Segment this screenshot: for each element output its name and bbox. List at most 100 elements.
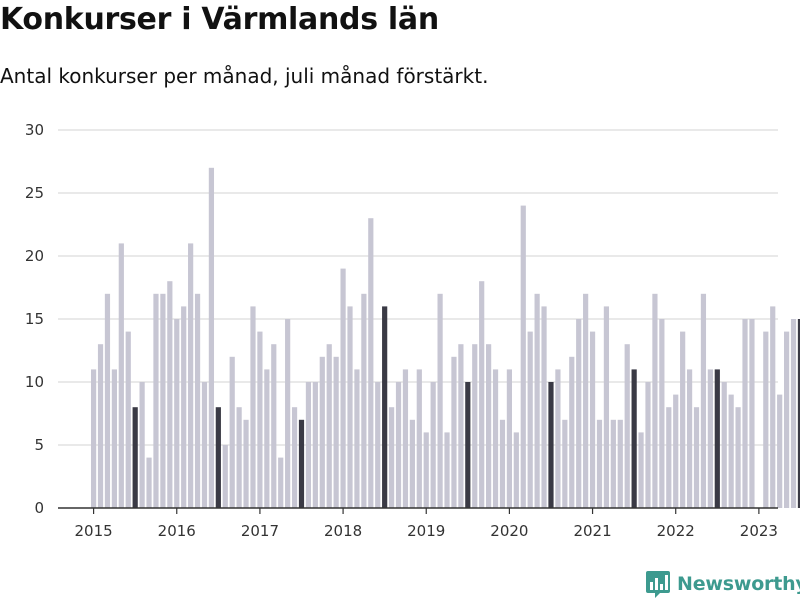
bar <box>347 306 353 508</box>
bar <box>479 281 485 508</box>
x-tick-label: 2019 <box>407 522 445 540</box>
bar <box>686 369 693 508</box>
bar <box>652 293 658 508</box>
y-tick-label: 30 <box>25 121 44 139</box>
bar <box>693 407 700 508</box>
bar <box>194 293 201 508</box>
bar <box>666 407 672 508</box>
bar <box>555 369 561 508</box>
bar <box>506 369 512 508</box>
y-tick-label: 5 <box>34 436 44 454</box>
bar <box>271 344 277 508</box>
bar <box>91 369 97 508</box>
bar <box>451 356 457 508</box>
x-tick-label: 2017 <box>241 522 279 540</box>
bar <box>111 369 117 508</box>
bar <box>319 356 325 508</box>
bar <box>576 319 582 508</box>
bar <box>409 419 415 508</box>
bars <box>91 167 800 509</box>
bar <box>735 407 741 508</box>
bar <box>534 293 540 508</box>
bar <box>617 419 623 508</box>
bar <box>118 243 124 508</box>
bar <box>395 382 402 508</box>
bar <box>188 243 194 508</box>
bar <box>583 293 589 508</box>
bar <box>132 407 138 508</box>
bar <box>97 344 104 508</box>
bar <box>486 344 492 508</box>
y-tick-label: 15 <box>25 310 44 328</box>
bar <box>465 382 471 508</box>
bar <box>513 432 519 508</box>
bar <box>638 432 644 508</box>
bar <box>631 369 637 508</box>
bar <box>243 419 249 508</box>
bar <box>382 306 388 508</box>
labels: 0 5 10 15 20 25 30 2015 2016 2017 2018 2019 2020 2021… <box>25 121 778 540</box>
bar <box>777 394 783 508</box>
bar <box>527 331 533 508</box>
bar <box>181 306 187 508</box>
bar <box>492 369 499 508</box>
bar <box>770 306 776 508</box>
x-tick-label: 2020 <box>490 522 528 540</box>
bar <box>375 382 381 508</box>
bar <box>728 394 734 508</box>
bar <box>603 306 610 508</box>
axes <box>58 507 778 514</box>
chart-title: Konkurser i Värmlands län <box>0 2 439 37</box>
bar <box>153 293 159 508</box>
newsworthy-logo-icon <box>646 571 670 598</box>
bar <box>548 382 554 508</box>
x-tick-label: 2022 <box>657 522 695 540</box>
bar <box>139 382 145 508</box>
bar <box>146 457 152 508</box>
bar <box>229 356 235 508</box>
bar <box>721 382 727 508</box>
bar <box>423 432 429 508</box>
bar <box>160 293 166 508</box>
bar <box>784 331 790 508</box>
bar <box>104 293 111 508</box>
bar <box>402 369 409 508</box>
bar <box>430 382 436 508</box>
bar <box>749 319 755 508</box>
chart-subtitle: Antal konkurser per månad, juli månad fö… <box>0 64 489 88</box>
newsworthy-logo: Newsworthy <box>645 569 800 599</box>
bar <box>659 319 665 508</box>
bar <box>714 369 720 508</box>
bar <box>257 331 263 508</box>
bar <box>444 432 450 508</box>
bar <box>215 407 221 508</box>
bar <box>250 306 256 508</box>
x-tick-label: 2016 <box>158 522 196 540</box>
bar <box>569 356 575 508</box>
bar <box>624 344 630 508</box>
y-tick-label: 10 <box>25 373 44 391</box>
bar <box>388 407 395 508</box>
bar <box>610 419 616 508</box>
bar <box>167 281 173 508</box>
bar <box>589 331 596 508</box>
bar <box>222 445 228 508</box>
bar <box>298 419 305 508</box>
bar <box>437 293 443 508</box>
bar <box>541 306 547 508</box>
bar <box>680 331 686 508</box>
x-tick-label: 2021 <box>573 522 611 540</box>
bar <box>596 419 603 508</box>
x-tick-label: 2018 <box>324 522 362 540</box>
bar <box>354 369 360 508</box>
bar <box>236 407 242 508</box>
bar <box>264 369 270 508</box>
x-tick-label: 2015 <box>75 522 113 540</box>
bar <box>368 218 374 508</box>
bar <box>312 382 318 508</box>
bar <box>291 407 298 508</box>
bar <box>645 382 651 508</box>
bar <box>742 319 748 508</box>
bar <box>700 293 707 508</box>
